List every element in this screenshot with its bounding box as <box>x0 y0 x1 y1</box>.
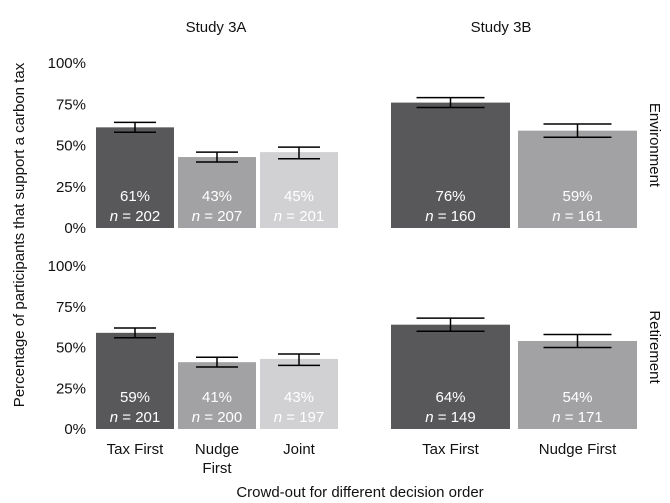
bar <box>96 332 174 429</box>
bar <box>96 127 174 228</box>
data-label-percent: 64% <box>435 389 465 406</box>
data-label-n: n = 149 <box>425 409 475 426</box>
bar <box>178 362 256 429</box>
x-tick-label: Tax First <box>422 441 480 458</box>
data-label-n: n = 161 <box>552 208 602 225</box>
data-label-percent: 41% <box>202 389 232 406</box>
y-tick-label: 100% <box>48 258 86 275</box>
x-tick-label: Nudge First <box>539 441 617 458</box>
column-title-study-3b: Study 3B <box>471 19 532 36</box>
column-title-study-3a: Study 3A <box>186 19 247 36</box>
y-tick-label: 25% <box>56 179 86 196</box>
bar <box>178 157 256 228</box>
row-label-retirement: Retirement <box>646 310 663 384</box>
data-label-n: n = 197 <box>274 409 324 426</box>
bar <box>518 130 637 228</box>
data-label-percent: 54% <box>562 389 592 406</box>
x-tick-label: Joint <box>283 441 316 458</box>
data-label-n: n = 171 <box>552 409 602 426</box>
data-label-n: n = 200 <box>192 409 242 426</box>
data-label-n: n = 160 <box>425 208 475 225</box>
y-tick-label: 0% <box>64 421 86 438</box>
data-label-percent: 76% <box>435 188 465 205</box>
row-label-environment: Environment <box>646 103 663 188</box>
y-tick-label: 0% <box>64 220 86 237</box>
data-label-n: n = 201 <box>110 409 160 426</box>
data-label-n: n = 207 <box>192 208 242 225</box>
x-tick-label: Tax First <box>107 441 165 458</box>
x-axis-label: Crowd-out for different decision order <box>236 484 483 501</box>
data-label-percent: 59% <box>562 188 592 205</box>
data-label-percent: 43% <box>202 188 232 205</box>
y-tick-label: 25% <box>56 380 86 397</box>
bar <box>518 340 637 429</box>
y-tick-label: 75% <box>56 299 86 316</box>
y-tick-label: 75% <box>56 96 86 113</box>
y-tick-label: 100% <box>48 55 86 72</box>
bar <box>391 102 510 228</box>
bar <box>260 152 338 228</box>
y-tick-label: 50% <box>56 138 86 155</box>
y-axis-label: Percentage of participants that support … <box>11 62 28 407</box>
bar <box>260 358 338 429</box>
data-label-n: n = 202 <box>110 208 160 225</box>
x-tick-label: Nudge <box>195 441 239 458</box>
data-label-percent: 45% <box>284 188 314 205</box>
data-label-n: n = 201 <box>274 208 324 225</box>
y-tick-label: 50% <box>56 340 86 357</box>
data-label-percent: 59% <box>120 389 150 406</box>
x-tick-label: First <box>202 460 232 477</box>
plot-area: 0% 25% 50% 75% 100% 0% 25% 50% 75% 100% 61% n = 202… <box>48 55 637 477</box>
bar <box>391 324 510 429</box>
data-label-percent: 61% <box>120 188 150 205</box>
data-label-percent: 43% <box>284 389 314 406</box>
